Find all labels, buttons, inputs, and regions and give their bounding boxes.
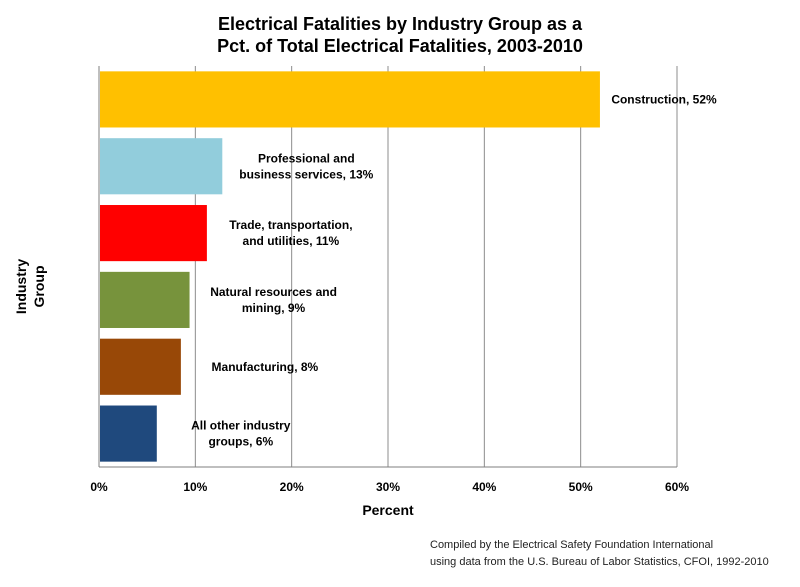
- x-tick-label: 60%: [665, 480, 689, 494]
- x-axis-label: Percent: [362, 502, 414, 518]
- x-tick-label: 20%: [280, 480, 304, 494]
- x-tick-label: 40%: [472, 480, 496, 494]
- data-label: Natural resources and: [210, 285, 337, 299]
- x-tick-label: 0%: [90, 480, 108, 494]
- data-label: Professional and: [258, 151, 355, 165]
- x-tick-label: 50%: [569, 480, 593, 494]
- data-label: and utilities, 11%: [243, 234, 340, 248]
- grid-lines: [194, 66, 678, 467]
- bar: [100, 271, 190, 328]
- x-tick-label: 30%: [376, 480, 400, 494]
- chart-title-line: Pct. of Total Electrical Fatalities, 200…: [217, 36, 583, 56]
- y-axis-label-line: Industry: [13, 259, 29, 314]
- bar: [100, 205, 207, 262]
- y-axis-label: Industry Group: [13, 259, 47, 314]
- axes: [98, 66, 677, 468]
- data-labels: Construction, 52% Professional and busines…: [191, 92, 717, 448]
- bar: [100, 338, 181, 395]
- source-line: using data from the U.S. Bureau of Labor…: [430, 556, 769, 568]
- x-tick-label: 10%: [183, 480, 207, 494]
- bar: [100, 138, 223, 195]
- data-label: Manufacturing, 8%: [212, 360, 319, 374]
- y-axis-label-line: Group: [31, 266, 47, 308]
- source-note: Compiled by the Electrical Safety Founda…: [430, 539, 769, 568]
- chart-title: Electrical Fatalities by Industry Group …: [217, 14, 583, 56]
- bar: [100, 405, 157, 462]
- bars: [100, 71, 600, 462]
- data-label: All other industry: [191, 419, 291, 433]
- data-label: Construction, 52%: [611, 92, 717, 106]
- bar: [100, 71, 600, 128]
- source-line: Compiled by the Electrical Safety Founda…: [430, 539, 713, 551]
- data-label: groups, 6%: [208, 435, 273, 449]
- data-label: business services, 13%: [239, 167, 373, 181]
- x-tick-labels: 0% 10% 20% 30% 40% 50% 60%: [90, 480, 689, 494]
- data-label: mining, 9%: [242, 301, 306, 315]
- chart-title-line: Electrical Fatalities by Industry Group …: [218, 14, 583, 34]
- data-label: Trade, transportation,: [229, 218, 352, 232]
